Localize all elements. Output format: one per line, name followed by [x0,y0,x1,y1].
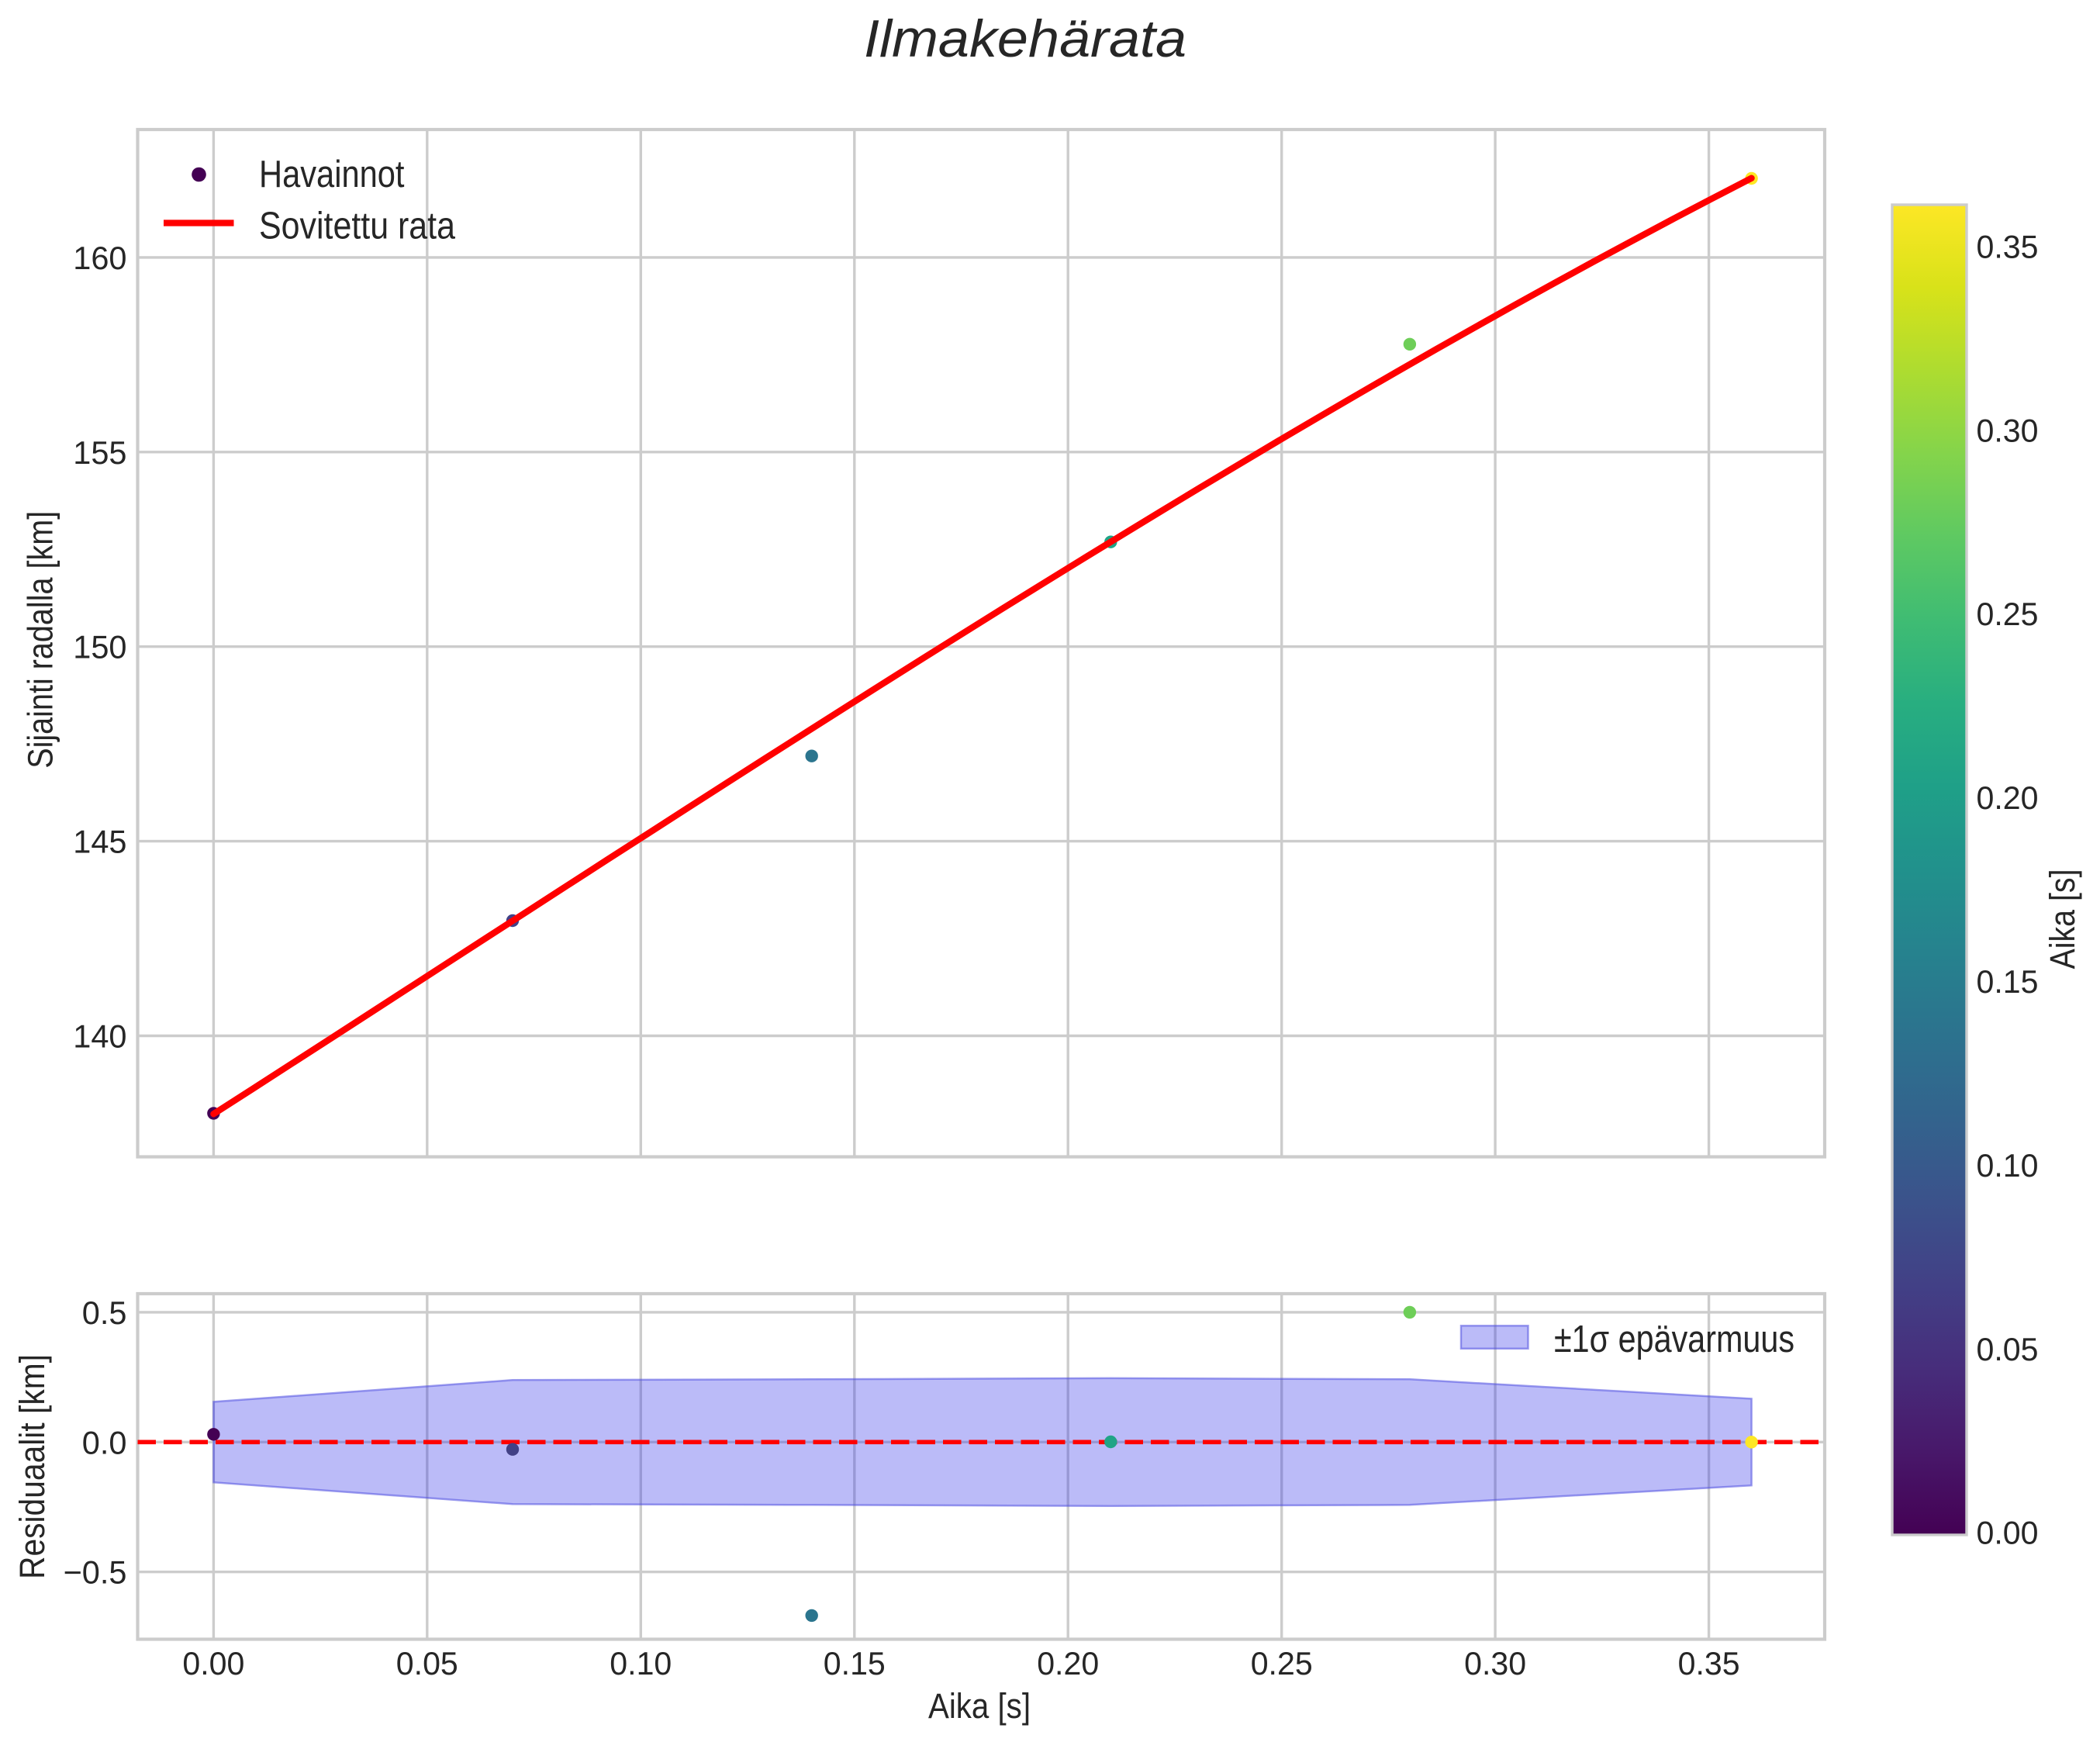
svg-text:155: 155 [73,434,126,471]
svg-text:0.05: 0.05 [1977,1331,2039,1367]
svg-text:Aika [s]: Aika [s] [2043,869,2082,970]
svg-text:150: 150 [73,629,126,665]
svg-text:160: 160 [73,240,126,276]
svg-text:0.20: 0.20 [1977,779,2039,816]
svg-text:−0.5: −0.5 [64,1554,127,1591]
svg-text:0.00: 0.00 [182,1645,244,1682]
svg-text:0.0: 0.0 [82,1424,127,1460]
svg-text:0.35: 0.35 [1977,228,2039,264]
svg-text:0.20: 0.20 [1037,1645,1099,1682]
svg-text:0.30: 0.30 [1977,412,2039,448]
svg-text:±1σ epävarmuus: ±1σ epävarmuus [1554,1319,1794,1360]
svg-text:0.15: 0.15 [824,1645,886,1682]
svg-text:145: 145 [73,824,126,860]
svg-text:Ilmakehärata: Ilmakehärata [864,9,1186,68]
svg-text:Residuaalit [km]: Residuaalit [km] [12,1354,52,1579]
svg-text:Aika [s]: Aika [s] [928,1686,1031,1726]
svg-text:0.05: 0.05 [396,1645,458,1682]
svg-text:Havainnot: Havainnot [259,154,405,195]
svg-text:0.15: 0.15 [1977,963,2039,1000]
svg-text:0.5: 0.5 [82,1294,127,1331]
svg-text:140: 140 [73,1018,126,1055]
svg-text:0.25: 0.25 [1977,596,2039,632]
svg-text:0.30: 0.30 [1464,1645,1526,1682]
svg-text:0.10: 0.10 [1977,1147,2039,1184]
svg-text:Sovitettu rata: Sovitettu rata [259,206,456,247]
svg-text:0.25: 0.25 [1251,1645,1313,1682]
svg-text:0.10: 0.10 [610,1645,672,1682]
svg-text:0.00: 0.00 [1977,1515,2039,1551]
svg-text:Sijainti radalla [km]: Sijainti radalla [km] [21,511,60,769]
svg-text:0.35: 0.35 [1678,1645,1740,1682]
